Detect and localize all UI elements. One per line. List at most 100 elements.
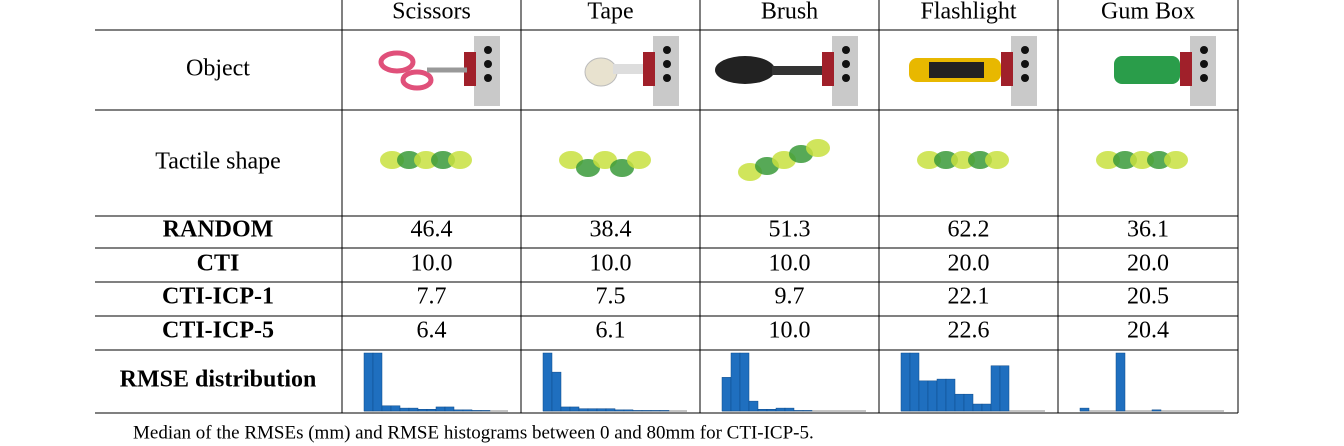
histogram-bar <box>641 410 652 412</box>
mount-bolt <box>1021 46 1029 54</box>
histogram-bar <box>972 403 983 412</box>
column-header: Brush <box>761 0 818 25</box>
histogram-bar <box>650 410 661 412</box>
object-shape <box>584 57 618 87</box>
histogram-bar <box>954 393 965 412</box>
object-shape <box>613 64 643 74</box>
row-label: RMSE distribution <box>120 367 317 393</box>
histogram-bar <box>453 409 464 412</box>
cell-value: 46.4 <box>411 217 453 243</box>
histogram-bar <box>748 400 759 412</box>
row-label: CTI-ICP-5 <box>162 318 274 344</box>
tactile-shape <box>917 151 1009 169</box>
mount-bolt <box>484 74 492 82</box>
histogram-bar <box>909 352 920 412</box>
histogram-bar <box>390 405 401 412</box>
histogram-bar <box>614 409 625 412</box>
mount-bolt <box>1200 46 1208 54</box>
histogram-bar <box>623 409 634 412</box>
histogram-bar <box>1115 352 1126 412</box>
cell-value: 9.7 <box>775 284 805 310</box>
cell-value: 22.6 <box>948 318 990 344</box>
cell-value: 10.0 <box>769 318 811 344</box>
mount-block <box>1180 52 1192 86</box>
histogram-bar <box>918 380 929 412</box>
tactile-shape <box>380 151 472 169</box>
histogram-bar <box>900 352 911 412</box>
cell-value: 6.1 <box>596 318 626 344</box>
mount-bolt <box>1200 74 1208 82</box>
object-photo <box>715 36 858 106</box>
cell-value: 51.3 <box>769 217 811 243</box>
histogram-bar <box>1079 407 1090 412</box>
object-photo <box>1114 36 1216 106</box>
tactile-blob <box>627 151 651 169</box>
histogram-bar <box>981 403 992 412</box>
tactile-blob <box>806 139 830 157</box>
caption: Median of the RMSEs (mm) and RMSE histog… <box>133 422 814 443</box>
cell-value: 7.7 <box>417 284 447 310</box>
histogram-bar <box>605 408 616 412</box>
mount-bolt <box>1021 74 1029 82</box>
tactile-blob <box>917 151 941 169</box>
histogram-bar <box>578 408 589 412</box>
cell-value: 36.1 <box>1127 217 1169 243</box>
histogram-bar <box>784 407 795 412</box>
tactile-blob <box>1164 151 1188 169</box>
tactile-blob <box>431 151 455 169</box>
mount-block <box>1001 52 1013 86</box>
histogram-bar <box>435 406 446 412</box>
mount-block <box>464 52 476 86</box>
histogram-bar <box>471 410 482 412</box>
tactile-blob <box>985 151 1009 169</box>
histogram-bar <box>659 410 670 412</box>
cell-value: 62.2 <box>948 217 990 243</box>
histogram-bar <box>462 409 473 412</box>
tactile-blob <box>968 151 992 169</box>
mount-bolt <box>842 60 850 68</box>
mount-bolt <box>484 46 492 54</box>
cell-value: 6.4 <box>417 318 447 344</box>
tactile-shape <box>559 151 651 177</box>
mount-bolt <box>663 46 671 54</box>
histogram-bar <box>963 393 974 412</box>
column-header: Scissors <box>392 0 471 25</box>
mount-bolt <box>663 74 671 82</box>
histogram-bar <box>936 378 947 412</box>
tactile-blob <box>397 151 421 169</box>
column-header: Tape <box>587 0 633 25</box>
histogram-bar <box>569 406 580 412</box>
cell-value: 10.0 <box>769 251 811 277</box>
cell-value: 10.0 <box>411 251 453 277</box>
row-label: RANDOM <box>163 217 274 243</box>
histogram-bar <box>766 409 777 412</box>
histogram-bar <box>927 380 938 412</box>
histogram-bar <box>1151 409 1162 412</box>
mount-bolt <box>663 60 671 68</box>
cell-value: 10.0 <box>590 251 632 277</box>
histogram-bar <box>730 352 741 412</box>
histogram-bar <box>632 410 643 412</box>
histogram-bar <box>551 371 562 412</box>
cell-value: 7.5 <box>596 284 626 310</box>
mount-bolt <box>1021 60 1029 68</box>
row-label: Object <box>186 56 250 82</box>
histogram-bar <box>426 409 437 412</box>
tactile-blob <box>951 151 975 169</box>
object-shape <box>929 62 984 78</box>
tactile-blob <box>1096 151 1120 169</box>
mount-block <box>643 52 655 86</box>
histogram-bar <box>363 352 374 412</box>
histogram-bar <box>417 409 428 412</box>
histogram-bar <box>480 410 491 412</box>
column-header: Flashlight <box>920 0 1016 25</box>
histogram-bar <box>757 409 768 412</box>
histogram-bar <box>775 407 786 412</box>
object-shape <box>378 50 416 74</box>
object-shape <box>1114 56 1180 84</box>
mount-bolt <box>1200 60 1208 68</box>
cell-value: 22.1 <box>948 284 990 310</box>
cell-value: 20.5 <box>1127 284 1169 310</box>
tactile-blob <box>1130 151 1154 169</box>
